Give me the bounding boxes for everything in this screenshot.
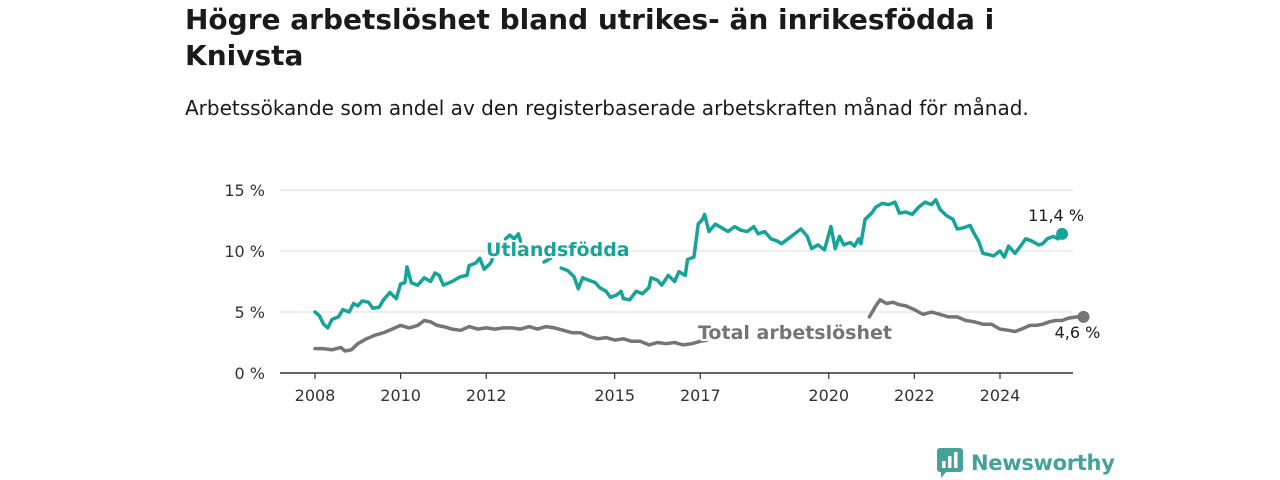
x-axis: 2008 2010 2012 2015 2017 2020 2022 2024 [280,372,1073,405]
total-end-marker [1077,310,1090,323]
newsworthy-logo-icon [937,448,963,478]
total-end-label: 4,6 % [1055,323,1101,342]
foreign-born-end-label: 11,4 % [1028,206,1084,225]
x-tick-label: 2024 [980,386,1021,405]
total-line [867,298,1086,334]
y-tick-label: 5 % [235,303,265,322]
x-tick-label: 2015 [594,386,635,405]
series-lines [313,198,1090,353]
y-tick-label: 0 % [235,364,265,383]
series-labels: 11,4 % Utlandsfödda 4,6 % Total arbetslöshe… [484,206,1101,346]
foreign-born-line [559,198,1064,302]
total-line [709,333,722,339]
newsworthy-brand: Newsworthy [937,448,1115,478]
total-series-label: Total arbetslöshet [698,322,892,344]
x-tick-label: 2020 [808,386,849,405]
line-chart: 0 %5 %10 %15 % 2008 2010 2012 2015 2017 2020 2… [224,181,1101,405]
y-tick-label: 10 % [224,242,265,261]
total-line [313,318,709,353]
foreign-born-line [313,251,497,330]
grid-lines [280,189,1073,313]
x-tick-label: 2012 [466,386,507,405]
y-tick-label: 15 % [224,181,265,200]
foreign-born-series-label: Utlandsfödda [486,239,630,261]
foreign-born-end-marker [1056,227,1069,240]
x-tick-label: 2017 [680,386,721,405]
x-tick-label: 2022 [894,386,935,405]
brand-name: Newsworthy [971,451,1115,475]
y-axis: 0 % 5 % 10 % 15 % [224,181,265,383]
foreign-born-line [542,256,553,264]
x-tick-label: 2008 [295,386,336,405]
foreign-born-line [503,232,523,243]
chart-subtitle: Arbetssökande som andel av den registerb… [185,96,1029,120]
chart-title: Högre arbetslöshet bland utrikes- än inr… [185,3,995,72]
x-tick-label: 2010 [380,386,421,405]
